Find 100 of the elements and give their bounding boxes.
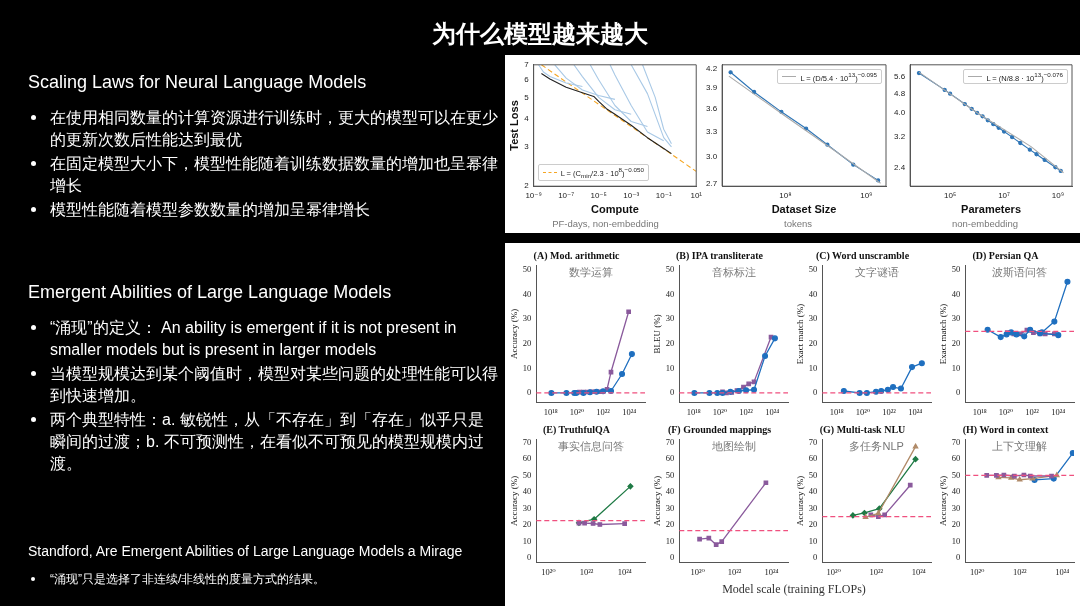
x-axis-title: Compute (591, 203, 639, 216)
x-tick-label: 10⁻¹ (655, 191, 672, 201)
text: 为什么模型越来越大 (432, 20, 648, 47)
chart-title: (A) Mod. arithmetic (533, 249, 620, 262)
y-axis-title: BLEU (%) (651, 314, 662, 354)
y-tick-label: 6 (524, 74, 530, 84)
y-tick-label: 10 (951, 535, 961, 546)
y-tick-label: 10 (808, 362, 818, 373)
chart-title: (G) Multi-task NLU (819, 423, 906, 436)
x-tick-label: 10¹⁸ (543, 407, 558, 418)
chart-subtitle: 上下文理解 (992, 439, 1048, 452)
y-tick-label: 2.7 (706, 179, 718, 189)
y-tick-label: 30 (951, 502, 961, 513)
y-tick-label: 20 (951, 337, 961, 348)
x-tick-label: 10⁵ (943, 191, 957, 201)
y-tick-label: 60 (808, 453, 818, 464)
y-tick-label: 50 (665, 264, 675, 275)
y-tick-label: 70 (951, 436, 961, 447)
y-tick-label: 20 (808, 337, 818, 348)
y-tick-label: 30 (808, 502, 818, 513)
y-tick-label: 40 (665, 288, 675, 299)
y-axis-title: Exact match (%) (937, 303, 948, 365)
y-tick-label: 5.6 (894, 72, 906, 82)
y-tick-label: 10 (665, 362, 675, 373)
chart-title: (H) Word in context (962, 423, 1049, 436)
x-tick-label: 10²⁴ (1051, 407, 1066, 418)
y-tick-label: 0 (527, 552, 532, 563)
x-tick-label: 10²⁴ (911, 567, 926, 578)
y-tick-label: 50 (951, 469, 961, 480)
y-tick-label: 70 (665, 436, 675, 447)
y-tick-label: 0 (527, 387, 532, 398)
y-tick-label: 10 (665, 535, 675, 546)
chart-subtitle: 多任务NLP (849, 439, 904, 452)
y-tick-label: 2.4 (894, 163, 906, 173)
x-tick-label: 10²⁴ (908, 407, 923, 418)
y-tick-label: 40 (951, 486, 961, 497)
y-tick-label: 3.3 (706, 126, 718, 136)
x-tick-label: 10²⁴ (765, 407, 780, 418)
y-tick-label: 0 (813, 552, 818, 563)
chart-title: (D) Persian QA (972, 249, 1040, 262)
y-tick-label: 20 (522, 337, 532, 348)
y-tick-label: 20 (951, 519, 961, 530)
y-axis-title: Accuracy (%) (794, 475, 805, 527)
x-tick-label: 10²² (882, 407, 897, 418)
text: 当模型规模达到某个阈值时，模型对某些问题的处理性能可以得到快速增加。 (50, 364, 498, 406)
y-tick-label: 40 (808, 288, 818, 299)
x-axis-title: Model scale (training FLOPs) (721, 582, 867, 597)
y-tick-label: 50 (808, 469, 818, 480)
y-tick-label: 30 (522, 313, 532, 324)
y-axis-title: Accuracy (%) (508, 308, 519, 360)
y-tick-label: 60 (522, 453, 532, 464)
y-tick-label: 7 (524, 60, 530, 69)
y-tick-label: 30 (522, 502, 532, 513)
y-tick-label: 0 (813, 387, 818, 398)
y-tick-label: 40 (808, 486, 818, 497)
x-tick-label: 10²⁰ (541, 567, 557, 578)
x-tick-label: 10²⁴ (1055, 567, 1070, 578)
y-tick-label: 4.0 (894, 108, 906, 118)
y-tick-label: 30 (665, 502, 675, 513)
text: 在使用相同数量的计算资源进行训练时，更大的模型可以在更少的更新次数后性能达到最优 (50, 108, 498, 150)
text: Scaling Laws for Neural Language Models (28, 72, 368, 93)
x-tick-label: 10⁻³ (623, 191, 640, 201)
x-tick-label: 10²⁴ (622, 407, 637, 418)
y-tick-label: 0 (956, 387, 961, 398)
x-tick-label: 10⁻⁷ (558, 191, 575, 201)
y-tick-label: 50 (808, 264, 818, 275)
text: PF-days, non-embedding (551, 218, 660, 229)
text: tokens (783, 218, 813, 229)
x-tick-label: 10⁻⁵ (590, 191, 607, 201)
x-tick-label: 10⁹ (860, 191, 873, 201)
x-tick-label: 10²⁰ (569, 407, 585, 418)
x-tick-label: 10²² (1025, 407, 1040, 418)
y-axis-title: Accuracy (%) (508, 475, 519, 527)
x-tick-label: 10²² (869, 567, 884, 578)
y-axis-title: Accuracy (%) (651, 475, 662, 527)
y-tick-label: 50 (522, 469, 532, 480)
x-tick-label: 10²² (579, 567, 594, 578)
chart-title: (B) IPA transliterate (675, 249, 764, 262)
x-tick-label: 10²² (739, 407, 754, 418)
x-axis-title: Dataset Size (771, 203, 837, 216)
x-tick-label: 10¹ (690, 191, 703, 201)
x-tick-label: 10²⁰ (855, 407, 871, 418)
y-tick-label: 0 (670, 552, 675, 563)
y-tick-label: 30 (808, 313, 818, 324)
x-tick-label: 10⁹ (1051, 191, 1065, 201)
y-tick-label: 30 (951, 313, 961, 324)
y-tick-label: 60 (665, 453, 675, 464)
text: “涌现”只是选择了非连续/非线性的度量方式的结果。 (50, 571, 326, 587)
y-tick-label: 60 (951, 453, 961, 464)
y-tick-label: 3.2 (894, 132, 906, 142)
y-tick-label: 40 (951, 288, 961, 299)
y-tick-label: 10 (522, 362, 532, 373)
chart-subtitle: 数学运算 (568, 265, 613, 278)
text: Standford, Are Emergent Abilities of Large Language Models a Mirage (28, 543, 464, 559)
y-axis-title: Exact match (%) (794, 303, 805, 365)
chart-subtitle: 文字谜语 (854, 265, 899, 278)
y-axis-title: Accuracy (%) (937, 475, 948, 527)
x-tick-label: 10²⁰ (690, 567, 706, 578)
x-tick-label: 10²² (727, 567, 742, 578)
y-tick-label: 40 (665, 486, 675, 497)
